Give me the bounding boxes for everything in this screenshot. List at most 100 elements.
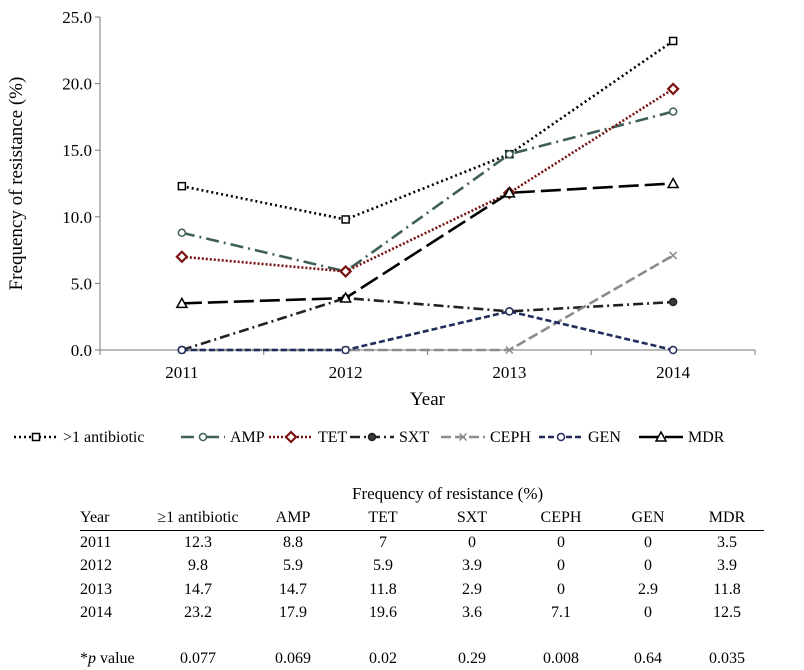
line-chart: 0.0 5.0 10.0 15.0 20.0 25.0 2011 2012 2013 2014 Ye…	[0, 0, 804, 470]
y-tick-label: 5.0	[71, 274, 92, 293]
legend-label: SXT	[399, 429, 429, 446]
data-point-amp	[178, 229, 185, 236]
table-cell: 7	[338, 530, 428, 554]
legend-item-mdr: MDR	[639, 429, 725, 446]
data-point-amp	[670, 108, 677, 115]
data-point-gen	[178, 347, 185, 354]
table-cell: 2.9	[606, 578, 690, 602]
data-point-1-antibiotic	[670, 37, 677, 44]
table-cell: CEPH	[516, 506, 606, 530]
legend-item-amp: AMP	[181, 429, 265, 446]
chart-legend: >1 antibiotic AMP TET SXT CEPH GEN MDR	[14, 429, 725, 446]
data-point-mdr	[668, 179, 678, 188]
series-gen	[178, 308, 676, 354]
legend-label: TET	[318, 429, 348, 446]
row-label: Year	[80, 506, 148, 530]
table-cell: 0.077	[148, 625, 248, 670]
x-tick-label: 2012	[329, 363, 363, 382]
table-cell: 3.9	[690, 554, 764, 578]
legend-label: CEPH	[490, 429, 531, 446]
series-1-antibiotic	[178, 37, 676, 222]
table-cell: 3.9	[428, 554, 516, 578]
table-cell: 5.9	[338, 554, 428, 578]
table-cell: 17.9	[248, 601, 338, 625]
row-label: 2012	[80, 554, 148, 578]
table-cell: 23.2	[148, 601, 248, 625]
table-cell: 0	[516, 554, 606, 578]
data-point-amp	[506, 151, 513, 158]
row-label: 2014	[80, 601, 148, 625]
table-cell: 11.8	[690, 578, 764, 602]
legend-marker	[369, 434, 376, 441]
legend-marker	[286, 432, 296, 442]
table-cell: AMP	[248, 506, 338, 530]
table-cell: 8.8	[248, 530, 338, 554]
table-cell: SXT	[428, 506, 516, 530]
table-cell: 3.6	[428, 601, 516, 625]
table-cell: 0	[606, 530, 690, 554]
row-label: 2013	[80, 578, 148, 602]
table-cell: 0.29	[428, 625, 516, 670]
table-cell: 0.035	[690, 625, 764, 670]
table-cell: 14.7	[248, 578, 338, 602]
data-point-gen	[506, 308, 513, 315]
legend-item-tet: TET	[269, 429, 348, 446]
y-tick-label: 10.0	[62, 208, 92, 227]
table-cell: 12.5	[690, 601, 764, 625]
table-cell: 19.6	[338, 601, 428, 625]
table-cell: 0	[516, 578, 606, 602]
legend-marker	[558, 434, 565, 441]
data-point-ceph	[670, 252, 677, 259]
series-mdr	[177, 179, 678, 308]
table-cell: 0.069	[248, 625, 338, 670]
legend-item-ceph: CEPH	[441, 429, 531, 446]
legend-label: GEN	[588, 429, 621, 446]
legend-label: MDR	[688, 429, 725, 446]
table-title: Frequency of resistance (%)	[352, 484, 543, 504]
series-line-ceph	[182, 255, 673, 350]
y-tick-label: 15.0	[62, 141, 92, 160]
table-cell: TET	[338, 506, 428, 530]
y-axis-title: Frequency of resistance (%)	[6, 77, 27, 291]
chart-series	[177, 37, 678, 353]
series-ceph	[178, 252, 676, 354]
legend-item-1-antibiotic: >1 antibiotic	[14, 429, 144, 446]
legend-item-sxt: SXT	[350, 429, 429, 446]
table-cell: MDR	[690, 506, 764, 530]
table-cell: 0	[516, 530, 606, 554]
table-cell: 9.8	[148, 554, 248, 578]
table-cell: 0.008	[516, 625, 606, 670]
series-sxt	[178, 295, 676, 354]
row-label: 2011	[80, 530, 148, 554]
table-cell: 0	[606, 601, 690, 625]
data-point-tet	[668, 84, 678, 94]
data-point-tet	[177, 252, 187, 262]
series-line-gen	[182, 311, 673, 350]
y-tick-label: 0.0	[71, 341, 92, 360]
table-cell: ≥1 antibiotic	[148, 506, 248, 530]
y-tick-label: 25.0	[62, 8, 92, 27]
legend-label: >1 antibiotic	[63, 429, 144, 446]
series-line-sxt	[182, 298, 673, 350]
data-point-gen	[342, 347, 349, 354]
table-cell: 3.5	[690, 530, 764, 554]
x-tick-label: 2013	[492, 363, 526, 382]
legend-item-gen: GEN	[539, 429, 621, 446]
x-axis-title: Year	[410, 389, 446, 410]
table-cell: GEN	[606, 506, 690, 530]
x-tick-label: 2014	[656, 363, 691, 382]
x-tick-label: 2011	[165, 363, 198, 382]
table-cell: 7.1	[516, 601, 606, 625]
data-point-gen	[670, 347, 677, 354]
y-tick-label: 20.0	[62, 75, 92, 94]
table-cell: 12.3	[148, 530, 248, 554]
table-cell: 0	[428, 530, 516, 554]
data-point-1-antibiotic	[342, 216, 349, 223]
p-value-label: *p value	[80, 650, 135, 667]
